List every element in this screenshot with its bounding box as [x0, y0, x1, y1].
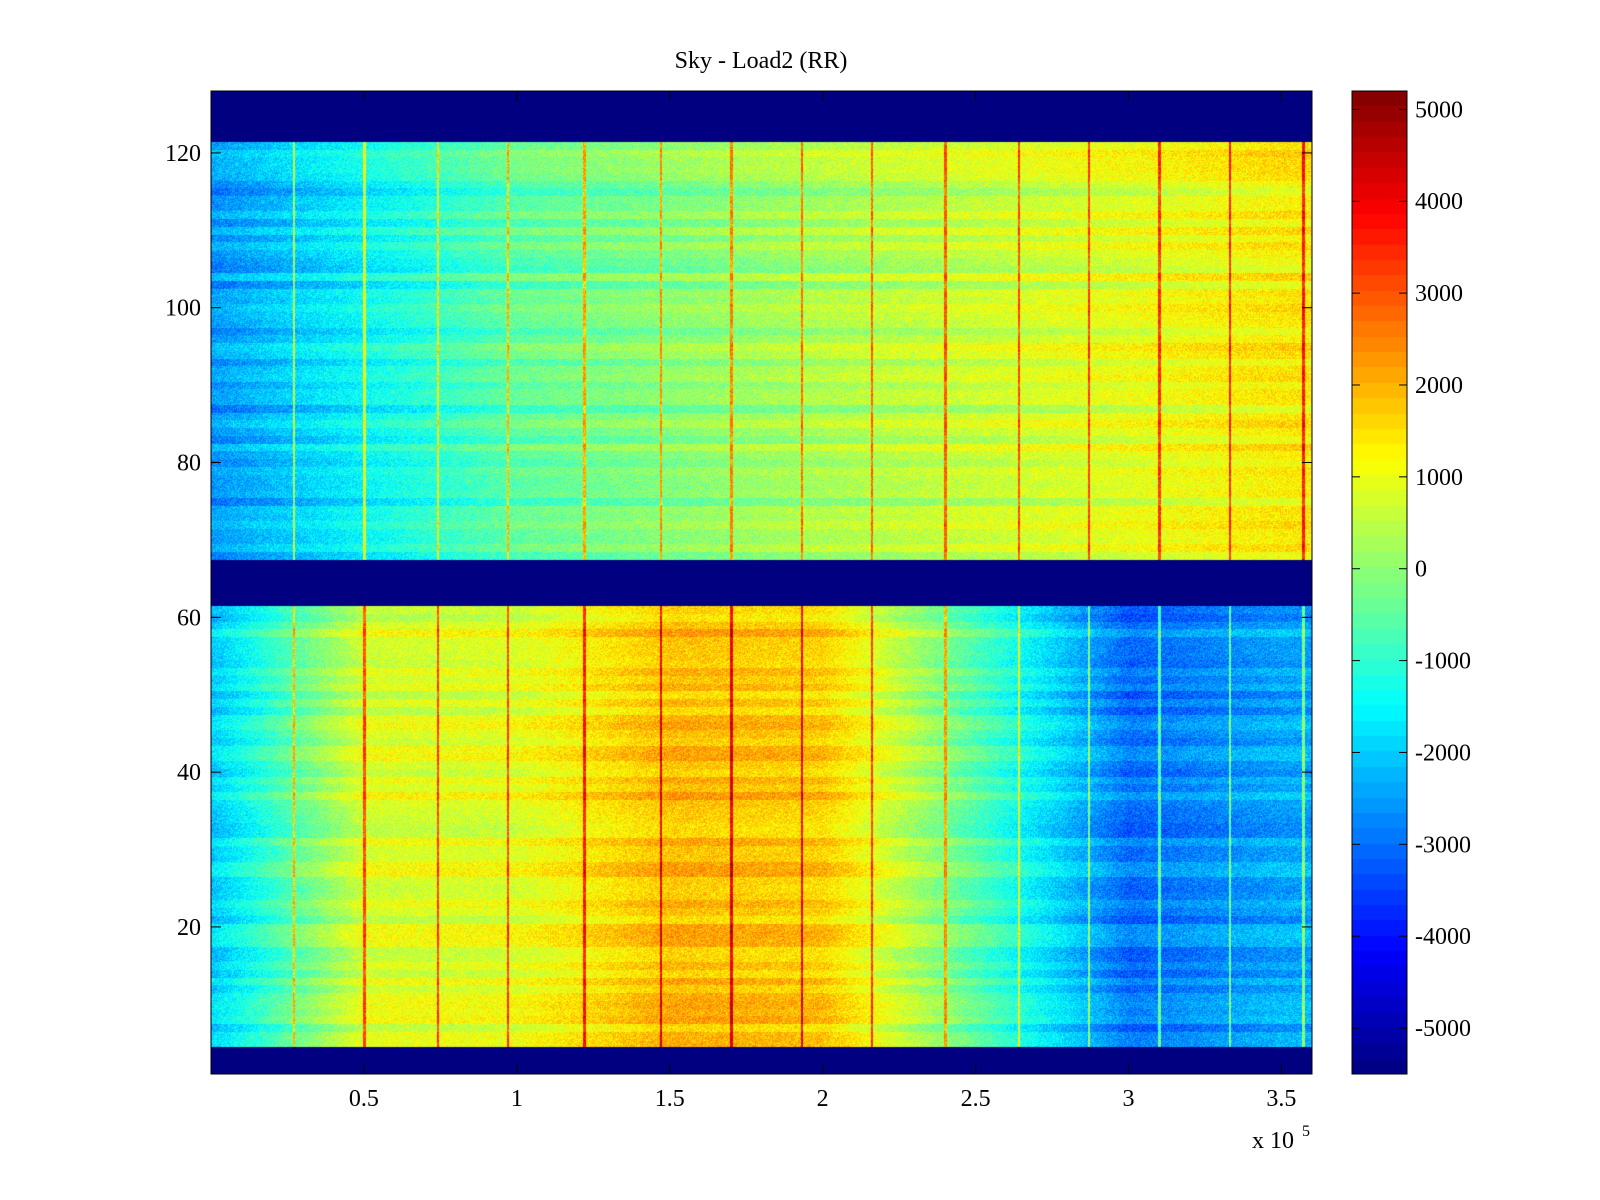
y-tick-label: 20 — [177, 915, 201, 941]
y-axis-ticks: 20 40 60 80 100 120 — [165, 141, 1312, 941]
colorbar-tick-label: 5000 — [1415, 97, 1463, 123]
colorbar-tick-label: 4000 — [1415, 189, 1463, 215]
y-tick-label: 40 — [177, 760, 201, 786]
colorbar-tick-label: -4000 — [1415, 924, 1471, 950]
colorbar-tick-label: -5000 — [1415, 1016, 1471, 1042]
x-tick-label: 3 — [1123, 1086, 1135, 1112]
y-tick-label: 80 — [177, 451, 201, 477]
x-axis-ticks: 0.5 1 1.5 2 2.5 3 3.5 — [349, 91, 1296, 1112]
colorbar-image — [1352, 91, 1407, 1074]
x-exponent-label: x 10 — [1252, 1128, 1294, 1154]
chart-title: Sky - Load2 (RR) — [675, 48, 848, 74]
x-tick-label: 1 — [511, 1086, 523, 1112]
x-tick-label: 2 — [817, 1086, 829, 1112]
colorbar-tick-label: 2000 — [1415, 373, 1463, 399]
colorbar-tick-label: -1000 — [1415, 649, 1471, 675]
x-tick-label: 1.5 — [655, 1086, 685, 1112]
y-tick-label: 100 — [165, 296, 201, 322]
colorbar-tick-label: -2000 — [1415, 740, 1471, 766]
colorbar-tick-label: 3000 — [1415, 281, 1463, 307]
colorbar-tick-label: 1000 — [1415, 465, 1463, 491]
colorbar-tick-label: -3000 — [1415, 832, 1471, 858]
x-exponent-power: 5 — [1302, 1123, 1310, 1140]
colorbar-ticks: 5000 4000 3000 2000 1000 0 -1000 -2000 -3000 -400… — [1352, 97, 1471, 1042]
x-tick-label: 2.5 — [961, 1086, 991, 1112]
colorbar-frame — [1351, 90, 1408, 1075]
y-tick-label: 120 — [165, 141, 201, 167]
x-tick-label: 0.5 — [349, 1086, 379, 1112]
heatmap-image — [211, 91, 1312, 1074]
colorbar-tick-label: 0 — [1415, 557, 1427, 583]
y-tick-label: 60 — [177, 605, 201, 631]
x-tick-label: 3.5 — [1266, 1086, 1296, 1112]
plot-frame — [210, 90, 1313, 1075]
